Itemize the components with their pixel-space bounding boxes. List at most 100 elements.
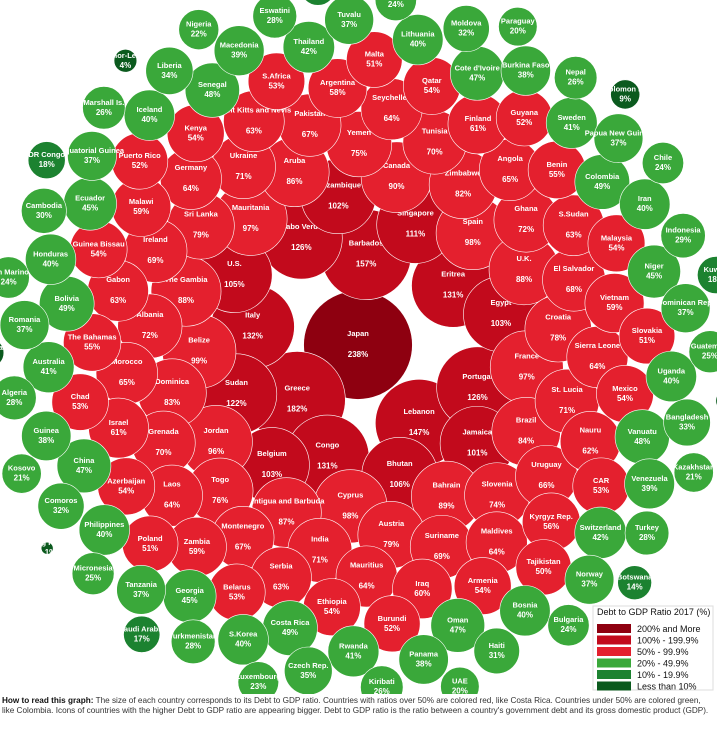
country-value: 23% [250, 682, 266, 691]
country-name: Saint Kitts and Nevis [217, 105, 292, 114]
country-name: Barbados [349, 239, 384, 248]
country-value: 52% [516, 118, 532, 127]
country-name: Grenada [148, 427, 179, 436]
country-name: S.Africa [262, 71, 291, 80]
country-name: Chile [654, 153, 672, 162]
country-shape [0, 375, 37, 421]
country-shape [27, 141, 66, 180]
country-value: 55% [84, 342, 100, 351]
country-value: 99% [191, 356, 207, 365]
country-value: 65% [119, 378, 135, 387]
country-name: Angola [497, 154, 523, 163]
country-value: 132% [242, 332, 262, 341]
country-value: 24% [388, 0, 404, 9]
country-name: Iran [638, 194, 652, 203]
country-name: S.Sudan [559, 209, 589, 218]
country-value: 24% [1, 278, 17, 287]
country-name: U.S. [227, 259, 242, 268]
country-name: Marshall Is. [83, 98, 124, 107]
country-name: Mauritius [350, 560, 383, 569]
country-value: 111% [406, 230, 426, 239]
country-name: Sri Lanka [184, 210, 219, 219]
legend-label: Less than 10% [637, 682, 697, 692]
country-value: 28% [185, 642, 201, 651]
country-value: 40% [410, 40, 426, 49]
country-value: 33% [679, 423, 695, 432]
country-value: 72% [518, 225, 534, 234]
country-name: Romania [9, 315, 42, 324]
country-value: 17% [134, 634, 150, 643]
country-name: Bosnia [512, 601, 538, 610]
country-name: Liberia [157, 61, 182, 70]
country-value: 63% [246, 126, 262, 135]
country-name: Jordan [204, 426, 229, 435]
country-name: Haiti [489, 641, 505, 650]
country-name: Dominica [155, 377, 190, 386]
country-value: 21% [686, 472, 702, 481]
country-value: 42% [592, 533, 608, 542]
country-value: 54% [324, 607, 340, 616]
country-shape [641, 142, 684, 184]
country-name: Macedonia [220, 41, 260, 50]
country-value: 37% [678, 308, 694, 317]
country-value: 0.1% [38, 548, 56, 557]
country-value: 37% [133, 590, 149, 599]
country-shape [56, 438, 112, 494]
country-value: 24% [560, 625, 576, 634]
country-name: Maldives [481, 526, 513, 535]
country-name: Dominican Rep. [657, 298, 714, 307]
country-name: Spain [463, 217, 484, 226]
country-name: Brazil [516, 416, 536, 425]
country-shape [37, 482, 85, 530]
country-name: Iceland [137, 105, 163, 114]
chart: Japan 238% Greece 182% Barbados 157% Lebanon 14… [0, 0, 717, 694]
country-value: 63% [110, 296, 126, 305]
country-shape [82, 86, 126, 130]
country-shape [184, 62, 240, 118]
country-name: Argentina [320, 78, 356, 87]
country-value: 98% [465, 238, 481, 247]
country-name: Lebanon [403, 407, 435, 416]
country-shape [0, 300, 50, 350]
country-name: Antigua and Barbuda [249, 497, 326, 506]
country-value: 34% [161, 71, 177, 80]
country-value: 41% [41, 367, 57, 376]
country-name: Georgia [175, 586, 204, 595]
country-name: Laos [163, 480, 181, 489]
country-name: Ukraine [230, 151, 258, 160]
country-name: Panama [409, 649, 439, 658]
country-name: Moldova [451, 19, 482, 28]
country-shape [213, 25, 265, 76]
country-name: Iraq [415, 579, 429, 588]
country-name: Gabon [106, 275, 130, 284]
country-shape [67, 131, 117, 181]
country-value: 71% [236, 172, 252, 181]
country-value: 98% [342, 511, 358, 520]
country-name: Venezuela [631, 474, 668, 483]
country-value: 48% [204, 90, 220, 99]
country-value: 97% [519, 372, 535, 381]
country-name: Costa Rica [271, 618, 311, 627]
country-value: 49% [59, 304, 75, 313]
country-value: 182% [287, 405, 307, 414]
country-name: Tuvalu [337, 10, 361, 19]
country-name: Tajikistan [526, 557, 560, 566]
country-value: 41% [564, 123, 580, 132]
country-value: 54% [91, 249, 107, 258]
country-value: 64% [164, 501, 180, 510]
country-name: Turkey [635, 523, 660, 532]
country-name: Yemen [347, 128, 372, 137]
country-value: 39% [642, 484, 658, 493]
country-name: Guinea [34, 426, 60, 435]
legend-label: 200% and More [637, 624, 701, 634]
legend-swatch [597, 670, 631, 679]
country-name: Sweden [558, 113, 587, 122]
country-shape [618, 307, 676, 365]
country-value: 82% [455, 190, 471, 199]
country-value: 126% [467, 393, 487, 402]
country-name: Togo [211, 475, 229, 484]
legend-label: 50% - 99.9% [637, 647, 689, 657]
country-name: Zimbabwe [445, 169, 482, 178]
country-value: 61% [111, 428, 127, 437]
